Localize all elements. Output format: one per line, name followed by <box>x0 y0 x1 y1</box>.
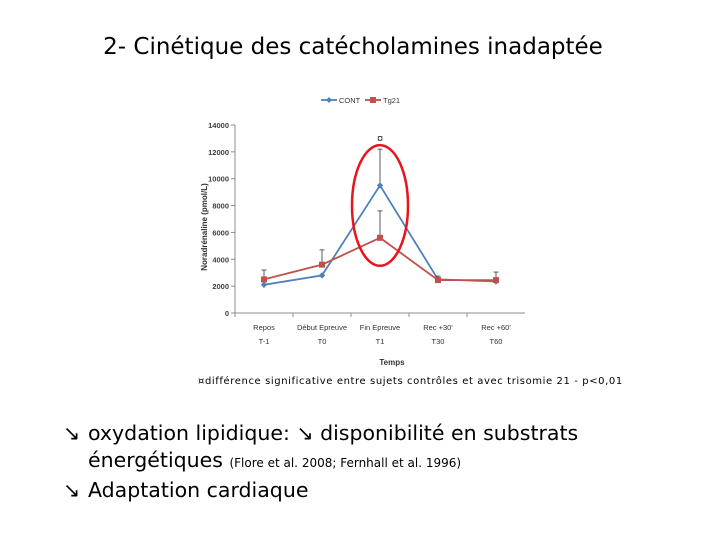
bullet-text: Adaptation cardiaque <box>88 478 309 502</box>
significance-marker: ¤ <box>377 133 383 145</box>
y-tick-label: 8000 <box>212 202 229 211</box>
chart-legend: CONT Tg21 <box>321 96 400 105</box>
legend-label: CONT <box>339 96 361 105</box>
y-tick-label: 4000 <box>212 255 229 264</box>
x-tick-label: T60 <box>490 337 503 346</box>
x-tick-label: T1 <box>376 337 385 346</box>
arrow-down-right-icon: ↘ <box>63 478 81 502</box>
x-tick-label: Début Epreuve <box>297 323 347 332</box>
y-tick-labels: 0 2000 4000 6000 8000 10000 12000 14000 Noradrén… <box>200 121 229 318</box>
bullet-list: ↘ oxydation lipidique: ↘ disponibilité e… <box>63 420 578 504</box>
bullet-text: oxydation lipidique: ↘ disponibilité en … <box>88 421 579 445</box>
series-line <box>263 236 496 282</box>
chart-footnote: ¤différence significative entre sujets c… <box>198 376 623 387</box>
legend-marker <box>370 97 376 103</box>
legend-marker <box>326 97 332 103</box>
chart-series <box>260 148 500 288</box>
x-tick-label: Repos <box>253 323 275 332</box>
arrow-down-right-icon: ↘ <box>63 421 81 445</box>
bullet-item: ↘ oxydation lipidique: ↘ disponibilité e… <box>63 420 578 447</box>
highlight-ellipse <box>350 143 410 268</box>
y-tick-label: 10000 <box>208 175 229 184</box>
chart-annotations: ¤ <box>350 133 410 268</box>
y-tick-label: 6000 <box>212 228 229 237</box>
data-point <box>260 281 268 288</box>
bullet-text: énergétiques <box>88 448 230 472</box>
data-point <box>376 182 384 189</box>
citation: (Flore et al. 2008; Fernhall et al. 1996… <box>229 456 462 470</box>
legend-label: Tg21 <box>383 96 400 105</box>
y-tick-label: 14000 <box>208 121 229 130</box>
y-tick-label: 0 <box>225 309 229 318</box>
bullet-item: ↘ Adaptation cardiaque <box>63 477 578 504</box>
chart-axes <box>231 124 525 317</box>
x-tick-label: T-1 <box>259 337 270 346</box>
y-tick-label: 2000 <box>212 282 229 291</box>
data-point <box>318 272 326 279</box>
x-tick-label: Rec +30' <box>423 323 453 332</box>
data-point <box>261 276 267 283</box>
data-point <box>493 277 499 284</box>
noradrenaline-chart: CONT Tg21 0 2000 4000 6000 8000 10000 12000 1400… <box>200 96 525 367</box>
x-tick-label: Fin Epreuve <box>360 323 400 332</box>
x-tick-label: T30 <box>432 337 445 346</box>
x-category-labels: Repos T-1 Début Epreuve T0 Fin Epreuve T1 Rec … <box>253 323 511 367</box>
bullet-item: énergétiques (Flore et al. 2008; Fernhal… <box>63 447 578 477</box>
x-tick-label: T0 <box>318 337 327 346</box>
x-tick-label: Rec +60' <box>481 323 511 332</box>
data-point <box>377 234 383 241</box>
data-point <box>435 277 441 284</box>
y-axis-title: Noradrénaline (pmol/L) <box>200 183 209 271</box>
x-axis-title: Temps <box>379 358 405 367</box>
data-point <box>319 261 325 268</box>
slide-title: 2- Cinétique des catécholamines inadapté… <box>103 34 603 60</box>
y-tick-label: 12000 <box>208 148 229 157</box>
